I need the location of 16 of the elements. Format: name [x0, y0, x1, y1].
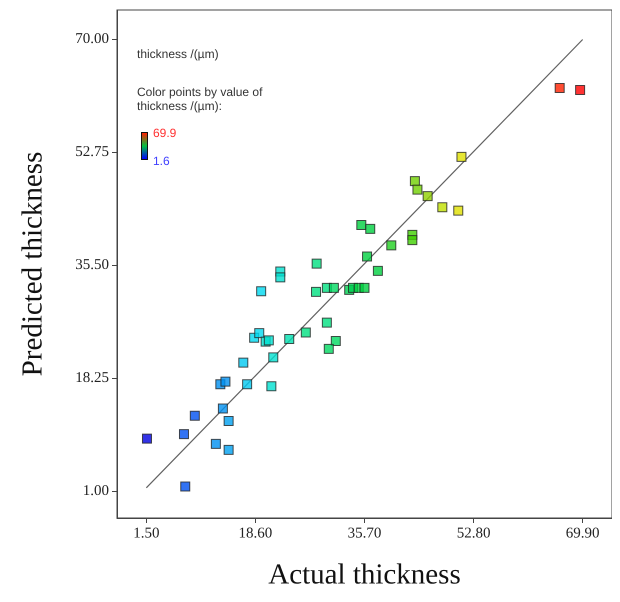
y-tick-label: 1.00: [82, 483, 109, 500]
x-tick-label: 35.70: [348, 526, 382, 542]
y-tick-label: 18.25: [75, 370, 109, 386]
x-tick-label: 52.80: [456, 526, 490, 542]
x-axis-title: Actual thickness: [268, 558, 461, 590]
y-axis-title: Predicted thickness: [16, 152, 48, 376]
x-tick-label: 1.50: [133, 526, 160, 542]
y-tick-label: 35.50: [75, 256, 109, 273]
y-tick-label: 52.75: [75, 144, 109, 160]
x-tick-label: 69.90: [566, 526, 600, 542]
annotation: thickness /(µm): [137, 47, 219, 61]
x-tick-label: 18.60: [238, 526, 272, 542]
y-tick-label: 70.00: [75, 30, 109, 47]
annotation: Color points by value of thickness /(µm):: [137, 85, 264, 113]
annotation: 69.9: [153, 126, 177, 140]
annotation: 1.6: [153, 154, 170, 168]
